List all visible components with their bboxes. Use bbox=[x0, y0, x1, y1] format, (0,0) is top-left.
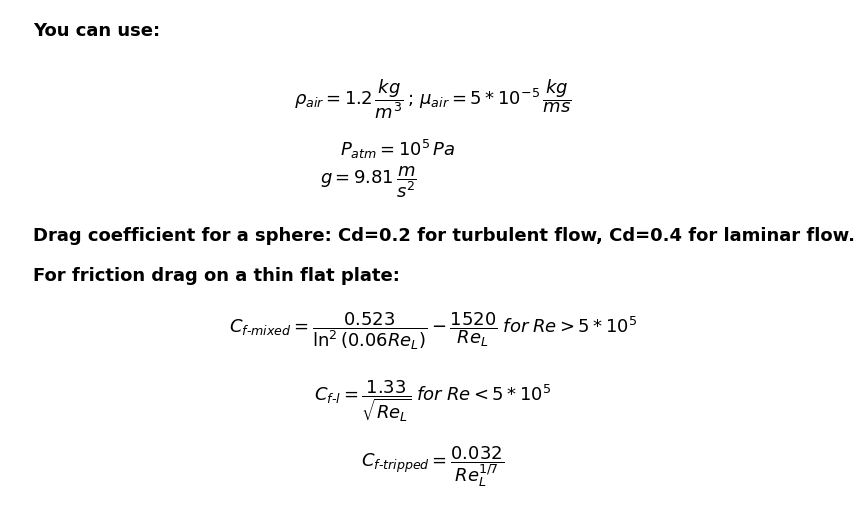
Text: $g = 9.81\,\dfrac{m}{s^2}$: $g = 9.81\,\dfrac{m}{s^2}$ bbox=[320, 164, 417, 200]
Text: For friction drag on a thin flat plate:: For friction drag on a thin flat plate: bbox=[33, 267, 400, 285]
Text: You can use:: You can use: bbox=[33, 22, 160, 40]
Text: $\rho_{air} = 1.2\,\dfrac{kg}{m^3}\,;\,\mu_{air} = 5 * 10^{-5}\,\dfrac{kg}{ms}$: $\rho_{air} = 1.2\,\dfrac{kg}{m^3}\,;\,\… bbox=[294, 77, 572, 121]
Text: Drag coefficient for a sphere: Cd=0.2 for turbulent flow, Cd=0.4 for laminar flo: Drag coefficient for a sphere: Cd=0.2 fo… bbox=[33, 227, 855, 245]
Text: $C_{f\text{-}l} = \dfrac{1.33}{\sqrt{Re_L}}\;\mathit{for}\;Re < 5*10^5$: $C_{f\text{-}l} = \dfrac{1.33}{\sqrt{Re_… bbox=[314, 378, 552, 424]
Text: $C_{f\text{-}mixed} = \dfrac{0.523}{\ln^2(0.06Re_L)} - \dfrac{1520}{Re_L}\;\math: $C_{f\text{-}mixed} = \dfrac{0.523}{\ln^… bbox=[229, 310, 637, 352]
Text: $P_{atm} = 10^5\,Pa$: $P_{atm} = 10^5\,Pa$ bbox=[340, 137, 456, 160]
Text: $C_{f\text{-}tripped} = \dfrac{0.032}{Re_L^{1/7}}$: $C_{f\text{-}tripped} = \dfrac{0.032}{Re… bbox=[361, 445, 505, 489]
